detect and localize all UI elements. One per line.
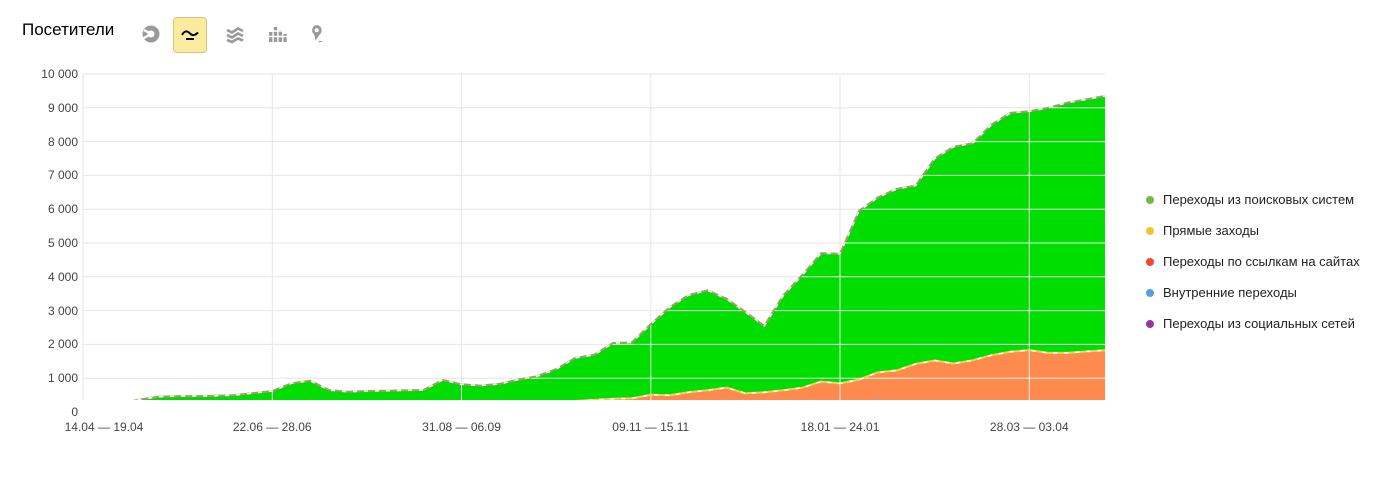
legend-item[interactable]: Переходы из поисковых систем [1146, 192, 1360, 207]
map-pin-icon [306, 23, 328, 48]
legend-label: Внутренние переходы [1163, 285, 1297, 300]
y-tick-label: 1 000 [47, 371, 78, 386]
legend-label: Переходы по ссылкам на сайтах [1163, 254, 1360, 269]
page-title: Посетители [22, 20, 115, 39]
x-tick-label: 28.03 — 03.04 [989, 420, 1069, 434]
x-tick-label: 09.11 — 15.11 [612, 420, 690, 434]
chart-type-pie-button[interactable] [134, 17, 168, 53]
legend-dot-icon [1146, 257, 1154, 266]
stacked-area-icon [224, 23, 246, 48]
bar-chart-icon [266, 23, 288, 48]
legend-item[interactable]: Внутренние переходы [1146, 285, 1360, 300]
y-tick-label: 7 000 [47, 168, 78, 183]
legend-dot-icon [1146, 288, 1154, 297]
pie-chart-icon [140, 23, 162, 48]
legend-dot-icon [1146, 226, 1154, 235]
legend-item[interactable]: Прямые заходы [1146, 223, 1360, 238]
y-tick-label: 8 000 [47, 134, 78, 149]
y-tick-label: 2 000 [47, 337, 78, 352]
y-tick-label: 3 000 [47, 303, 78, 318]
chart-type-map-button[interactable] [300, 17, 334, 53]
y-tick-label: 9 000 [47, 100, 78, 115]
legend-label: Переходы из поисковых систем [1163, 192, 1355, 207]
line-chart-icon [179, 23, 201, 48]
x-tick-label: 31.08 — 06.09 [422, 420, 501, 434]
x-tick-label: 18.01 — 24.01 [800, 420, 880, 434]
y-tick-label: 0 [71, 405, 78, 419]
chart-type-bar-button[interactable] [260, 17, 294, 53]
x-tick-label: 14.04 — 19.04 [64, 420, 144, 434]
legend-dot-icon [1146, 195, 1154, 204]
chart-canvas [82, 73, 1106, 400]
y-tick-label: 5 000 [47, 236, 78, 250]
chart-legend: Переходы из поисковых систем Прямые заход… [1146, 192, 1360, 331]
y-tick-label: 4 000 [47, 269, 78, 284]
legend-dot-icon [1146, 319, 1154, 328]
legend-label: Прямые заходы [1163, 223, 1260, 238]
chart-type-stacked-area-button[interactable] [218, 17, 252, 53]
legend-label: Переходы из социальных сетей [1163, 316, 1355, 331]
x-tick-label: 22.06 — 28.06 [232, 420, 312, 434]
y-tick-label: 10 000 [41, 67, 78, 81]
chart-type-line-button[interactable] [173, 17, 207, 53]
legend-item[interactable]: Переходы по ссылкам на сайтах [1146, 254, 1360, 269]
legend-item[interactable]: Переходы из социальных сетей [1146, 316, 1360, 331]
stacked-area-chart[interactable]: 0 1 000 2 000 3 000 4 000 5 000 6 000 7 000 8 00… [0, 0, 1140, 460]
y-tick-label: 6 000 [47, 202, 78, 217]
